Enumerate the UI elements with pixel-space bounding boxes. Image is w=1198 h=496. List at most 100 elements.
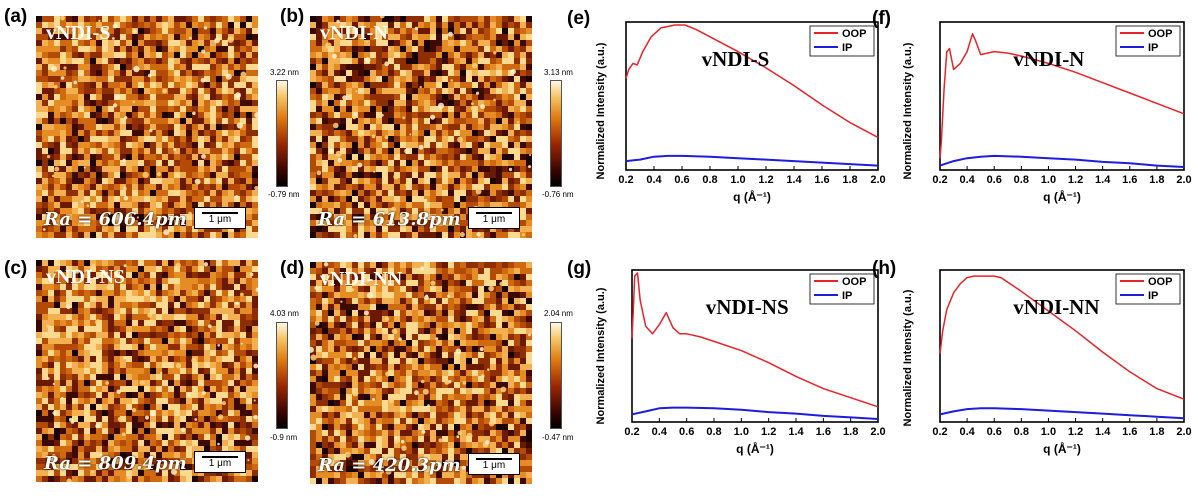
legend-label-oop: OOP <box>842 276 866 288</box>
y-axis-label: Normalized Intensity (a.u.) <box>595 287 607 425</box>
color-scale-min: -0.47 nm <box>542 433 574 442</box>
scale-bar: 1 μm <box>468 453 520 475</box>
roughness-label: Ra = 809.4pm <box>44 453 187 474</box>
x-axis-label: q (Å⁻¹) <box>1043 189 1081 204</box>
roughness-label: Ra = 613.8pm <box>318 209 461 230</box>
x-tick-label: 0.6 <box>987 174 1002 186</box>
x-tick-label: 1.0 <box>1041 174 1056 186</box>
y-axis-label: Normalized Intensity (a.u.) <box>902 289 914 427</box>
y-axis-label: Normalized Intensity (a.u.) <box>902 42 914 180</box>
afm-texture <box>310 16 532 238</box>
x-tick-label: 0.2 <box>932 426 947 438</box>
scale-bar: 1 μm <box>194 207 246 229</box>
legend-label-oop: OOP <box>1148 276 1172 288</box>
legend-label-ip: IP <box>1148 290 1158 302</box>
plot-title: vNDI-S <box>702 47 770 71</box>
x-tick-label: 1.0 <box>734 426 749 438</box>
afm-image-vndi-s: vNDI-S Ra = 606.4pm 1 μm <box>36 16 258 238</box>
color-scale-max: 3.13 nm <box>544 68 573 77</box>
x-tick-label: 0.6 <box>679 426 694 438</box>
x-tick-label: 0.4 <box>652 426 668 438</box>
series-line-ip <box>939 407 1185 420</box>
x-tick-label: 0.4 <box>646 174 662 186</box>
x-tick-label: 1.0 <box>1041 426 1056 438</box>
line-plot-vndi-n: 0.2 0.4 0.6 0.8 1.0 1.2 1.4 1.6 1.8 2.0 q (Å⁻¹) vND… <box>932 18 1192 210</box>
series-line-oop <box>631 272 879 408</box>
panel-label-g: (g) <box>567 258 592 279</box>
color-scale-min: -0.76 nm <box>542 190 574 199</box>
x-tick-label: 1.2 <box>758 174 773 186</box>
x-tick-label: 2.0 <box>870 426 885 438</box>
afm-image-vndi-ns: vNDI-NS Ra = 809.4pm 1 μm <box>36 260 258 482</box>
plot-svg: 0.2 0.4 0.6 0.8 1.0 1.2 1.4 1.6 1.8 2.0 q (Å⁻¹) vND… <box>932 269 1192 456</box>
color-scale-min: -0.79 nm <box>268 190 300 199</box>
x-tick-label: 1.8 <box>843 426 858 438</box>
x-tick-label: 1.6 <box>1122 174 1137 186</box>
scale-bar-label: 1 μm <box>208 214 232 225</box>
afm-texture <box>36 260 258 482</box>
x-tick-label: 0.8 <box>706 426 721 438</box>
panel-label-c: (c) <box>4 258 28 279</box>
plot-frame <box>939 21 1185 171</box>
legend-label-ip: IP <box>842 42 852 54</box>
x-tick-label: 0.8 <box>702 174 717 186</box>
plot-svg: 0.2 0.4 0.6 0.8 1.0 1.2 1.4 1.6 1.8 2.0 q (Å⁻¹) vND… <box>932 21 1192 204</box>
x-tick-label: 1.4 <box>1095 426 1111 438</box>
panel-label-b: (b) <box>280 6 305 27</box>
x-tick-label: 1.6 <box>1122 426 1137 438</box>
scale-bar-label: 1 μm <box>482 214 506 225</box>
x-tick-label: 0.6 <box>674 174 689 186</box>
series-line-ip <box>939 154 1185 168</box>
x-tick-label: 2.0 <box>1176 174 1191 186</box>
roughness-label: Ra = 420.3pm <box>318 455 461 476</box>
series-line-ip <box>631 406 879 420</box>
plot-frame <box>625 21 879 171</box>
color-scale-bar <box>550 322 562 429</box>
line-plot-vndi-nn: 0.2 0.4 0.6 0.8 1.0 1.2 1.4 1.6 1.8 2.0 q (Å⁻¹) vND… <box>932 266 1192 462</box>
legend-box <box>1115 273 1181 305</box>
legend-box <box>809 25 875 57</box>
series-line-oop <box>939 33 1185 159</box>
x-axis-label: q (Å⁻¹) <box>733 189 771 204</box>
color-scale-max: 2.04 nm <box>544 309 573 318</box>
x-tick-label: 1.2 <box>761 426 776 438</box>
scale-bar-label: 1 μm <box>208 458 232 469</box>
plot-svg: 0.2 0.4 0.6 0.8 1.0 1.2 1.4 1.6 1.8 2.0 q (Å⁻¹) vND… <box>624 269 886 456</box>
legend-label-ip: IP <box>1148 42 1158 54</box>
x-tick-label: 1.6 <box>816 426 831 438</box>
x-tick-label: 0.2 <box>618 174 633 186</box>
plot-frame <box>631 269 879 423</box>
afm-title: vNDI-N <box>320 22 388 44</box>
panel-label-f: (f) <box>872 8 891 29</box>
afm-texture <box>36 16 258 238</box>
color-scale-bar <box>550 80 562 187</box>
color-scale-min: -0.9 nm <box>270 433 298 442</box>
x-tick-label: 0.6 <box>987 426 1002 438</box>
scale-bar: 1 μm <box>194 451 246 473</box>
legend-box <box>809 273 875 305</box>
scale-bar-label: 1 μm <box>482 460 506 471</box>
color-scale-bar <box>276 80 288 187</box>
panel-label-d: (d) <box>280 258 305 279</box>
legend-box <box>1115 25 1181 57</box>
x-tick-label: 1.6 <box>814 174 829 186</box>
plot-title: vNDI-N <box>1013 47 1084 71</box>
x-axis-label: q (Å⁻¹) <box>736 441 774 456</box>
x-tick-label: 1.2 <box>1068 426 1083 438</box>
x-tick-label: 1.4 <box>1095 174 1111 186</box>
plot-frame <box>939 269 1185 423</box>
afm-texture <box>310 262 532 484</box>
x-tick-label: 0.4 <box>959 426 975 438</box>
afm-image-vndi-nn: vNDI-NN Ra = 420.3pm 1 μm <box>310 262 532 484</box>
x-tick-label: 2.0 <box>870 174 885 186</box>
x-tick-label: 0.2 <box>624 426 639 438</box>
color-scale-max: 3.22 nm <box>270 68 299 77</box>
legend-label-ip: IP <box>842 290 852 302</box>
plot-title: vNDI-NS <box>706 295 789 319</box>
series-line-ip <box>625 154 879 167</box>
afm-title: vNDI-S <box>46 22 111 44</box>
y-axis-label: Normalized Intensity (a.u.) <box>595 42 607 180</box>
x-tick-label: 1.8 <box>842 174 857 186</box>
legend-label-oop: OOP <box>842 28 866 40</box>
roughness-label: Ra = 606.4pm <box>44 209 187 230</box>
